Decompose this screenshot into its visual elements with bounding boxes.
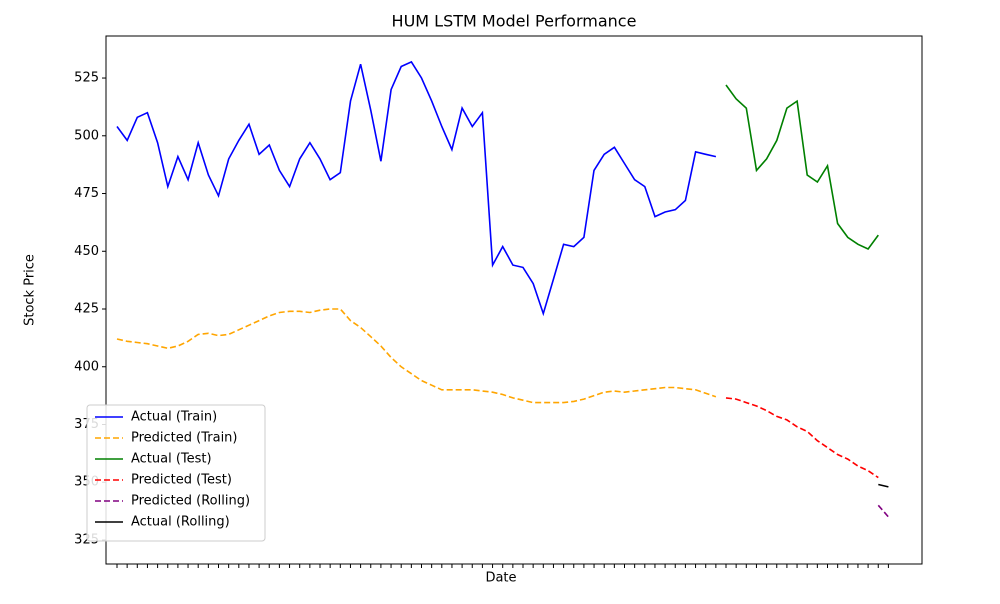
series-line: [116, 60, 717, 317]
series-line: [725, 397, 879, 479]
y-tick-label: 500: [74, 128, 99, 143]
series-line: [725, 84, 879, 251]
legend-label: Actual (Train): [131, 410, 217, 425]
legend: Actual (Train) Predicted (Train) Actual (T…: [86, 404, 266, 542]
series-line: [878, 483, 889, 488]
series-line: [877, 504, 890, 518]
x-axis-label: Date: [485, 571, 516, 586]
legend-label: Predicted (Test): [131, 473, 232, 488]
y-tick-label: 475: [74, 186, 99, 201]
chart-title: HUM LSTM Model Performance: [392, 12, 637, 31]
series-line: [116, 308, 717, 404]
legend-label: Actual (Rolling): [131, 515, 230, 530]
plot-frame: [105, 35, 923, 565]
y-tick-label: 400: [74, 359, 99, 374]
y-tick-label: 425: [74, 302, 99, 317]
y-tick-label: 525: [74, 71, 99, 86]
legend-label: Predicted (Train): [131, 431, 238, 446]
y-tick-label: 450: [74, 244, 99, 259]
legend-label: Actual (Test): [131, 452, 212, 467]
legend-box: [86, 404, 266, 542]
y-axis-label: Stock Price: [23, 254, 38, 326]
legend-label: Predicted (Rolling): [131, 494, 250, 509]
